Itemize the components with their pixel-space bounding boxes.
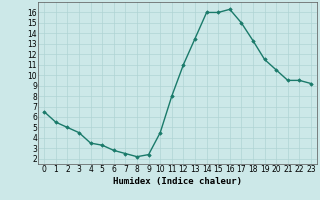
X-axis label: Humidex (Indice chaleur): Humidex (Indice chaleur) [113,177,242,186]
